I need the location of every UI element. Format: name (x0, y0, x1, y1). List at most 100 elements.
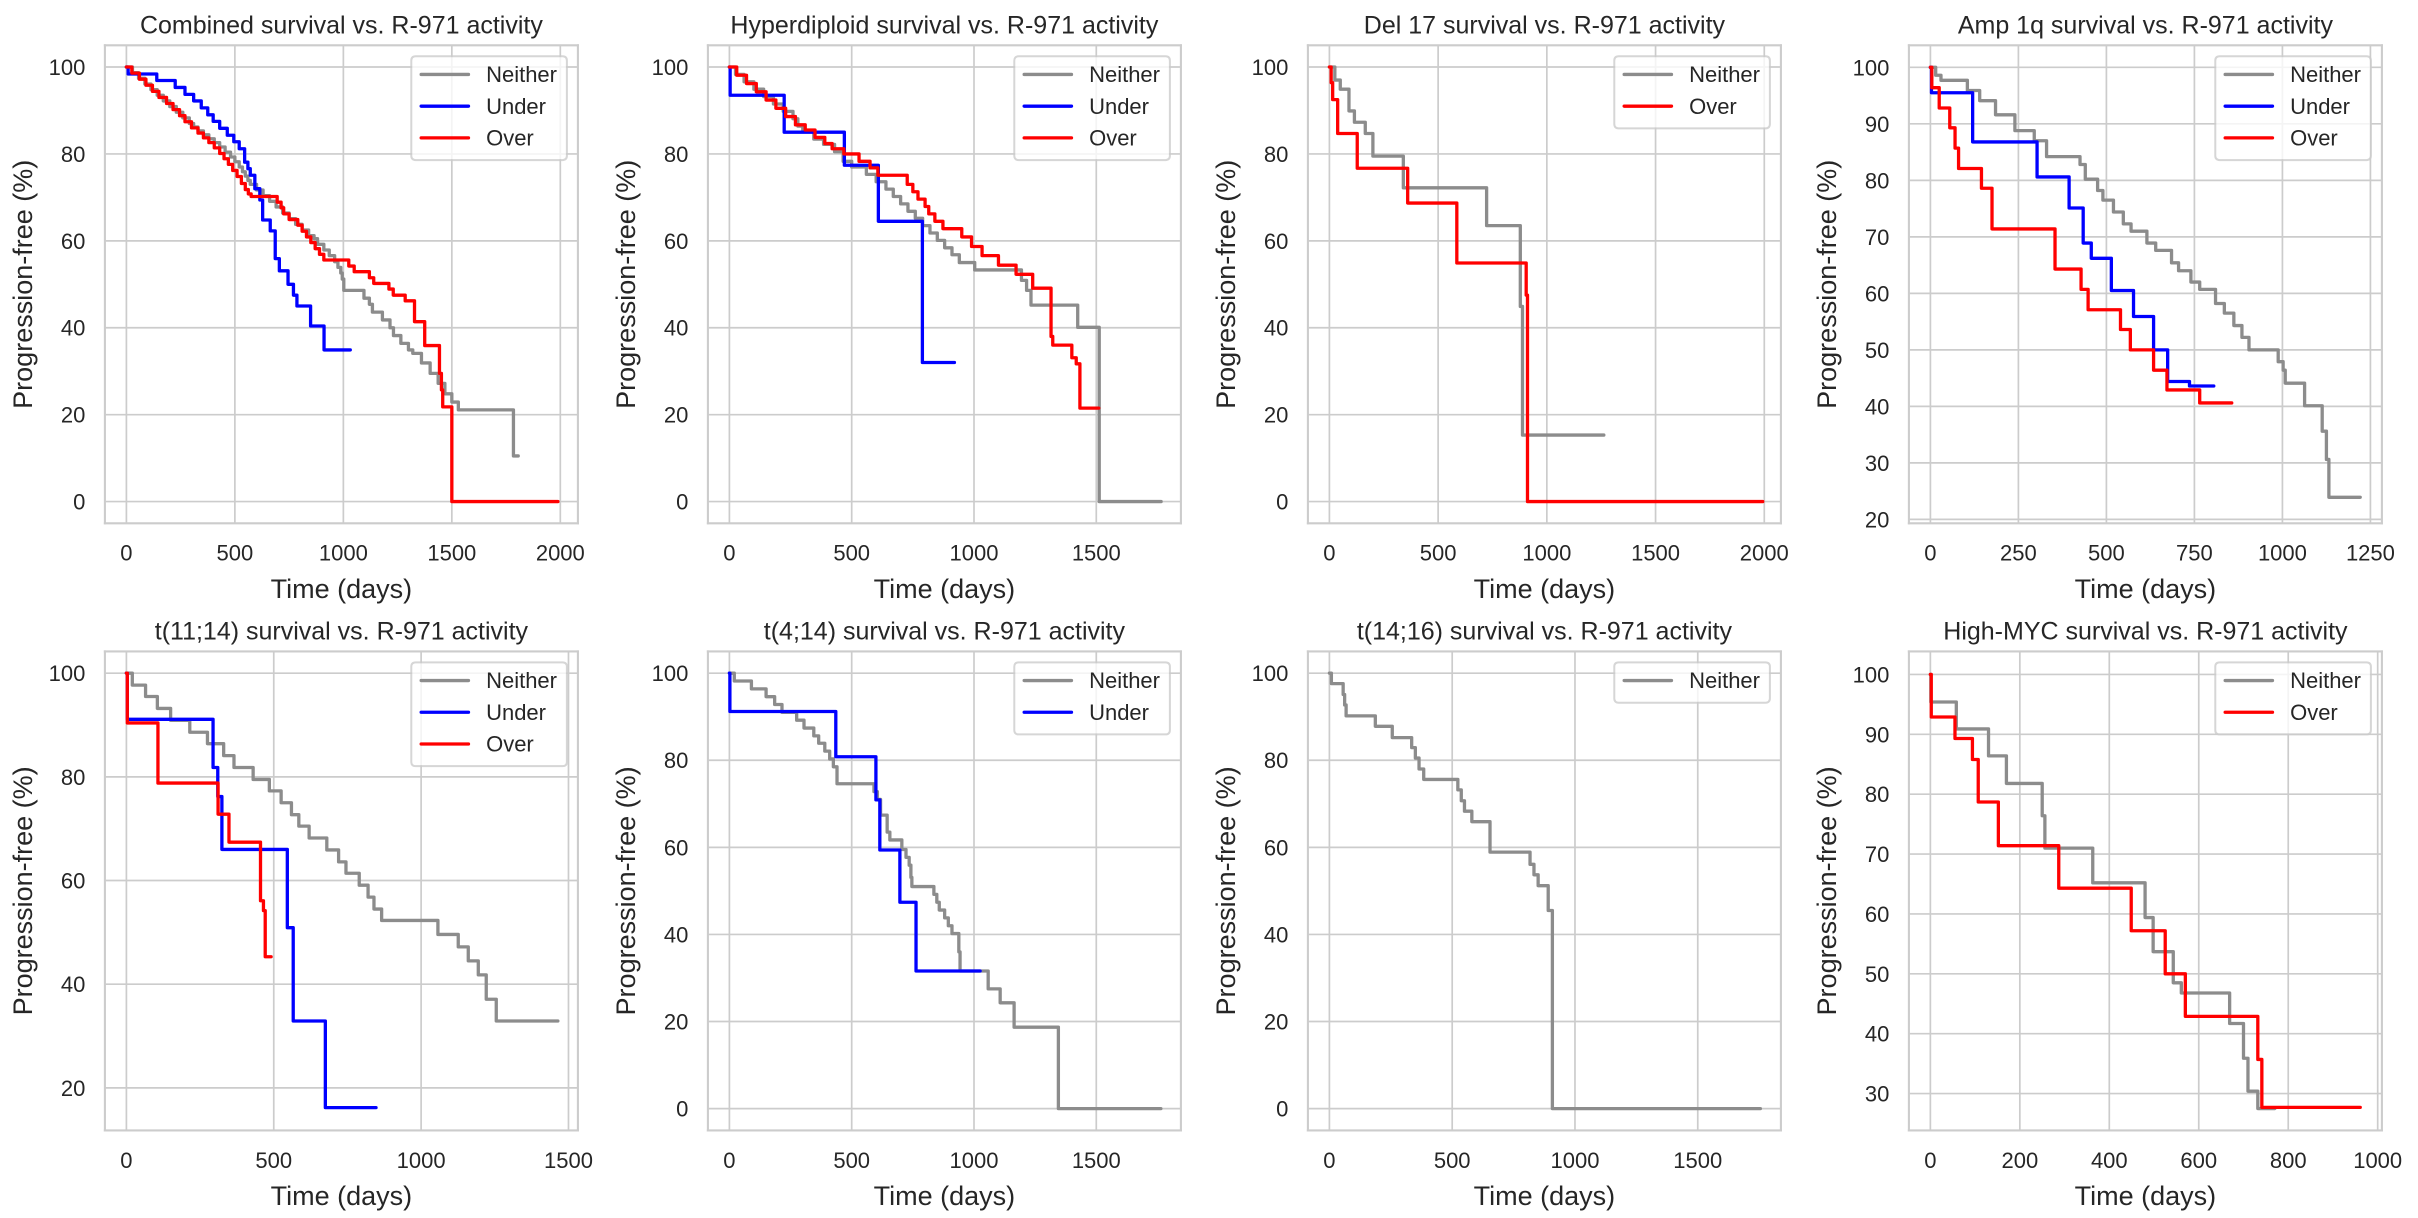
svg-text:Progression-free (%): Progression-free (%) (1812, 766, 1842, 1015)
svg-text:20: 20 (664, 403, 688, 428)
svg-text:t(11;14) survival vs. R-971 ac: t(11;14) survival vs. R-971 activity (155, 617, 529, 645)
svg-text:200: 200 (2001, 1148, 2038, 1173)
svg-text:1500: 1500 (1072, 541, 1121, 566)
svg-text:Under: Under (486, 700, 546, 725)
svg-text:60: 60 (1865, 902, 1889, 927)
svg-text:Progression-free (%): Progression-free (%) (1812, 160, 1842, 409)
svg-text:Time (days): Time (days) (271, 1181, 413, 1211)
svg-text:1500: 1500 (544, 1148, 593, 1173)
svg-text:1000: 1000 (950, 1148, 999, 1173)
svg-text:60: 60 (664, 835, 688, 860)
svg-text:70: 70 (1865, 225, 1889, 250)
svg-text:Time (days): Time (days) (874, 1181, 1016, 1211)
svg-text:60: 60 (61, 229, 85, 254)
svg-text:80: 80 (1264, 748, 1288, 773)
svg-text:Neither: Neither (486, 62, 557, 87)
svg-text:500: 500 (217, 541, 254, 566)
svg-text:0: 0 (120, 1148, 132, 1173)
svg-text:1000: 1000 (397, 1148, 446, 1173)
svg-text:80: 80 (1264, 142, 1288, 167)
svg-text:40: 40 (1865, 1022, 1889, 1047)
svg-text:Under: Under (1089, 700, 1149, 725)
svg-text:Neither: Neither (1089, 62, 1160, 87)
svg-text:50: 50 (1865, 338, 1889, 363)
svg-text:1500: 1500 (427, 541, 476, 566)
svg-text:1000: 1000 (1522, 541, 1571, 566)
svg-text:20: 20 (1264, 1010, 1288, 1035)
svg-text:Time (days): Time (days) (2075, 574, 2217, 604)
svg-text:Time (days): Time (days) (874, 574, 1016, 604)
svg-text:2000: 2000 (536, 541, 585, 566)
svg-text:1000: 1000 (950, 541, 999, 566)
svg-text:100: 100 (1853, 55, 1890, 80)
svg-text:Progression-free (%): Progression-free (%) (8, 766, 38, 1015)
svg-text:Neither: Neither (1089, 668, 1160, 693)
svg-text:100: 100 (1853, 662, 1890, 687)
svg-text:800: 800 (2270, 1148, 2307, 1173)
svg-text:Progression-free (%): Progression-free (%) (611, 766, 641, 1015)
svg-text:40: 40 (664, 922, 688, 947)
svg-text:80: 80 (1865, 782, 1889, 807)
svg-text:Del 17 survival vs. R-971 acti: Del 17 survival vs. R-971 activity (1364, 11, 1726, 39)
svg-text:50: 50 (1865, 962, 1889, 987)
svg-text:Time (days): Time (days) (1474, 1181, 1616, 1211)
svg-text:Time (days): Time (days) (1474, 574, 1616, 604)
svg-text:80: 80 (61, 765, 85, 790)
svg-text:0: 0 (73, 490, 85, 515)
svg-text:80: 80 (664, 142, 688, 167)
svg-text:1000: 1000 (1550, 1148, 1599, 1173)
svg-text:600: 600 (2180, 1148, 2217, 1173)
svg-text:Hyperdiploid survival vs. R-97: Hyperdiploid survival vs. R-971 activity (730, 11, 1158, 39)
svg-text:750: 750 (2176, 541, 2213, 566)
svg-text:60: 60 (1264, 835, 1288, 860)
svg-text:20: 20 (664, 1010, 688, 1035)
svg-text:20: 20 (61, 403, 85, 428)
svg-text:500: 500 (2088, 541, 2125, 566)
svg-text:30: 30 (1865, 1082, 1889, 1107)
svg-text:0: 0 (723, 541, 735, 566)
svg-text:0: 0 (1323, 1148, 1335, 1173)
svg-text:Under: Under (2290, 94, 2350, 119)
svg-text:1500: 1500 (1072, 1148, 1121, 1173)
svg-text:1500: 1500 (1631, 541, 1680, 566)
svg-text:40: 40 (61, 316, 85, 341)
svg-text:2000: 2000 (1740, 541, 1789, 566)
svg-text:100: 100 (1252, 661, 1289, 686)
svg-text:0: 0 (723, 1148, 735, 1173)
svg-text:100: 100 (1252, 55, 1289, 80)
svg-text:100: 100 (652, 661, 689, 686)
svg-text:Neither: Neither (2290, 668, 2361, 693)
svg-text:Progression-free (%): Progression-free (%) (1211, 766, 1241, 1015)
svg-text:60: 60 (61, 869, 85, 894)
svg-text:Time (days): Time (days) (2075, 1181, 2217, 1211)
svg-text:70: 70 (1865, 842, 1889, 867)
svg-text:Progression-free (%): Progression-free (%) (611, 160, 641, 409)
svg-text:1000: 1000 (2258, 541, 2307, 566)
svg-text:0: 0 (1276, 490, 1288, 515)
svg-text:500: 500 (255, 1148, 292, 1173)
svg-text:1500: 1500 (1673, 1148, 1722, 1173)
svg-text:1000: 1000 (319, 541, 368, 566)
svg-text:40: 40 (1865, 394, 1889, 419)
svg-text:400: 400 (2091, 1148, 2128, 1173)
svg-text:Time (days): Time (days) (271, 574, 413, 604)
svg-text:Over: Over (2290, 126, 2338, 151)
svg-text:60: 60 (664, 229, 688, 254)
svg-text:Progression-free (%): Progression-free (%) (1211, 160, 1241, 409)
svg-text:Neither: Neither (486, 668, 557, 693)
svg-text:Over: Over (1689, 94, 1737, 119)
svg-text:500: 500 (833, 1148, 870, 1173)
svg-text:100: 100 (49, 661, 86, 686)
svg-text:0: 0 (120, 541, 132, 566)
svg-text:0: 0 (676, 1097, 688, 1122)
svg-text:Over: Over (486, 126, 534, 151)
svg-text:40: 40 (1264, 316, 1288, 341)
svg-text:20: 20 (1264, 403, 1288, 428)
svg-text:30: 30 (1865, 451, 1889, 476)
svg-text:Combined survival vs. R-971 ac: Combined survival vs. R-971 activity (140, 11, 543, 39)
svg-text:40: 40 (1264, 922, 1288, 947)
svg-text:80: 80 (1865, 168, 1889, 193)
svg-text:0: 0 (1276, 1097, 1288, 1122)
svg-text:t(4;14) survival vs. R-971 act: t(4;14) survival vs. R-971 activity (764, 617, 1126, 645)
svg-text:0: 0 (1924, 541, 1936, 566)
